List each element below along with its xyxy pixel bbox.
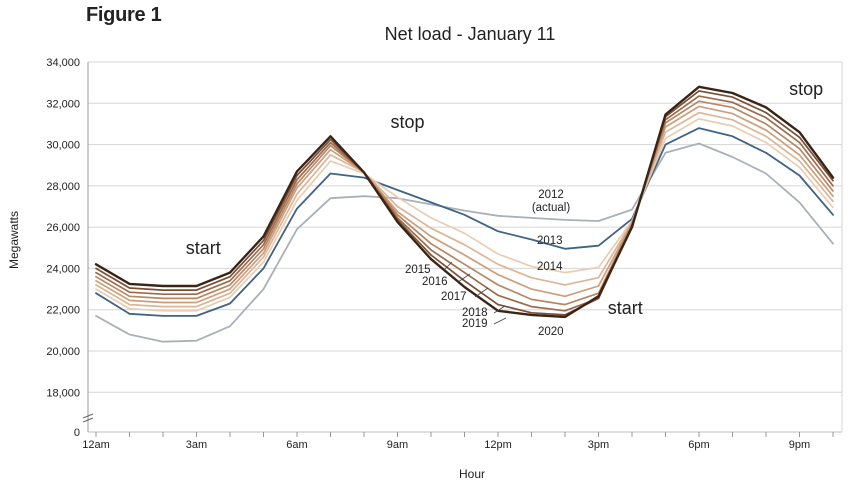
chart-title: Net load - January 11 (385, 24, 556, 44)
leader-line (493, 305, 506, 314)
y-tick-label: 18,000 (46, 387, 80, 399)
leader-line (457, 273, 471, 283)
series-label-2017: 2017 (441, 291, 467, 303)
series-label-2015: 2015 (405, 264, 431, 276)
x-tick-label: 3am (186, 439, 207, 451)
series-line-2018 (95, 95, 834, 312)
y-tick-label: 0 (74, 427, 80, 439)
series-line-2017 (95, 100, 834, 306)
series-label-2014: 2014 (537, 261, 563, 273)
annotation-stop: stop (789, 79, 823, 99)
series-label-2012-note: (actual) (532, 202, 571, 214)
series-label-2016: 2016 (422, 276, 448, 288)
annotation-start: start (608, 298, 643, 318)
series-line-2014 (95, 117, 834, 312)
x-tick-label: 6pm (688, 439, 709, 451)
series-label-2018: 2018 (462, 307, 488, 319)
annotation-stop: stop (391, 112, 425, 132)
series-label-2013: 2013 (537, 235, 563, 247)
y-tick-label: 20,000 (46, 346, 80, 358)
axis-break-mark (82, 417, 94, 423)
leader-line (493, 317, 507, 325)
annotation-start: start (186, 238, 221, 258)
x-axis-title: Hour (459, 467, 485, 481)
annotations: start stop start stop (186, 79, 824, 318)
y-tick-label: 34,000 (46, 57, 80, 69)
series-line-2016 (95, 105, 834, 304)
y-tick-label: 26,000 (46, 222, 80, 234)
y-axis-title: Megawatts (7, 211, 21, 269)
series-label-2019: 2019 (462, 318, 488, 330)
y-tick-label: 24,000 (46, 263, 80, 275)
leader-line (474, 287, 489, 298)
y-tick-label: 32,000 (46, 98, 80, 110)
y-tick-label: 22,000 (46, 305, 80, 317)
figure-label: Figure 1 (86, 4, 162, 26)
series-line-2019 (95, 90, 834, 316)
y-tick-label: 30,000 (46, 140, 80, 152)
x-tick-label: 12pm (484, 439, 512, 451)
series-line-2012 (95, 142, 834, 343)
series-lines (94, 85, 835, 343)
axes: 18,000 20,000 22,000 24,000 26,000 28,000 30,0… (46, 57, 843, 451)
series-label-2020: 2020 (538, 326, 564, 338)
y-tick-label: 28,000 (46, 181, 80, 193)
x-tick-label: 3pm (588, 439, 609, 451)
x-tick-label: 9am (387, 439, 408, 451)
x-tick-label: 12am (82, 439, 110, 451)
x-tick-label: 6am (286, 439, 307, 451)
series-line-2013 (95, 127, 834, 317)
series-line-2020 (94, 85, 835, 319)
leader-line (443, 261, 453, 271)
axis-break-mark (82, 413, 94, 419)
series-line-2015 (95, 111, 834, 308)
x-tick-label: 9pm (789, 439, 810, 451)
series-label-2012: 2012 (538, 189, 564, 201)
